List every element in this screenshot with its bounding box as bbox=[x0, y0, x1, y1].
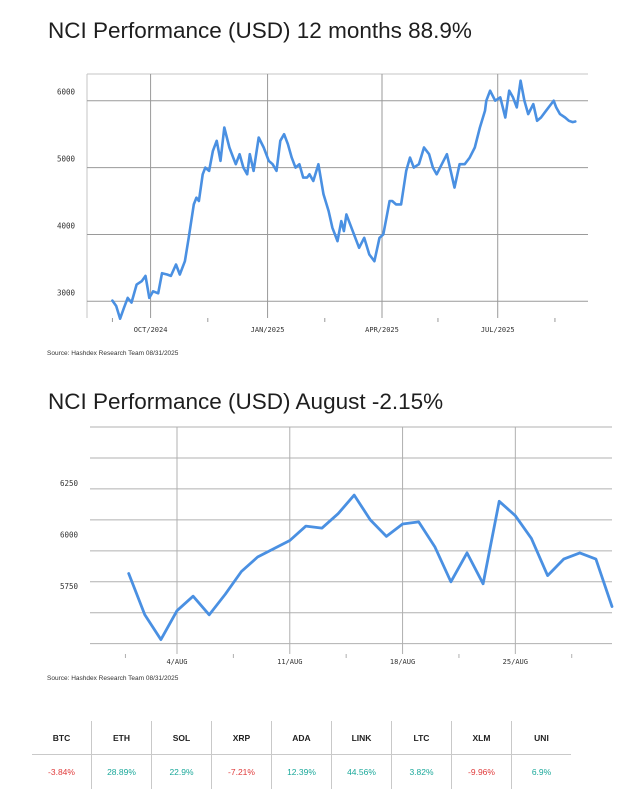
table-cell-uni: 6.9% bbox=[531, 767, 552, 777]
chart2-y-tick-label: 5750 bbox=[60, 582, 79, 591]
chart2-plot: 5750 6000 6250 4/AUG 11/AUG 18/AUG 25/AUG bbox=[60, 426, 614, 666]
chart1-series-line bbox=[111, 79, 577, 321]
table-cell-link: 44.56% bbox=[331, 754, 392, 789]
chart1-y-tick-label: 6000 bbox=[57, 88, 76, 97]
chart2-title: NCI Performance (USD) August -2.15% bbox=[48, 389, 444, 414]
chart1-y-tick-label: 5000 bbox=[57, 155, 76, 164]
chart1-x-tick-label: JAN/2025 bbox=[251, 326, 285, 334]
chart1-y-tick-label: 4000 bbox=[57, 221, 76, 230]
table-cell-sol: 22.9% bbox=[151, 754, 212, 789]
table-cell-ltc: 3.82% bbox=[391, 754, 452, 789]
table-header-sol: SOL bbox=[151, 721, 212, 755]
chart2-x-tick-label: 4/AUG bbox=[166, 658, 187, 666]
chart1-title: NCI Performance (USD) 12 months 88.9% bbox=[48, 18, 472, 43]
chart2-source: Source: Hashdex Research Team 08/31/2025 bbox=[47, 675, 179, 682]
table-cell-xrp: -7.21% bbox=[211, 754, 272, 789]
table-header-btc: BTC bbox=[32, 721, 92, 755]
chart2-x-tick-label: 18/AUG bbox=[390, 658, 415, 666]
chart1-source: Source: Hashdex Research Team 08/31/2025 bbox=[47, 350, 179, 357]
chart1-y-tick-label: 3000 bbox=[57, 288, 76, 297]
table-row: -3.84% 28.89% 22.9% -7.21% 12.39% 44.56% 3.82%… bbox=[32, 754, 571, 789]
table-header-xlm: XLM bbox=[451, 721, 512, 755]
table-cell-eth: 28.89% bbox=[91, 754, 152, 789]
chart2-y-tick-label: 6000 bbox=[60, 531, 79, 540]
table-header-link: LINK bbox=[331, 721, 392, 755]
chart1-x-tick-label: OCT/2024 bbox=[134, 326, 168, 334]
table-header-ada: ADA bbox=[271, 721, 332, 755]
chart1-plot: 3000 4000 5000 6000 OCT/2024 JAN/2025 APR/2025… bbox=[57, 73, 588, 334]
table-header-ltc: LTC bbox=[391, 721, 452, 755]
table-header-xrp: XRP bbox=[211, 721, 272, 755]
chart1-x-tick-label: JUL/2025 bbox=[481, 326, 515, 334]
table-cell-btc: -3.84% bbox=[32, 754, 92, 789]
table-cell-xlm: -9.96% bbox=[451, 754, 512, 789]
table-header-uni: UNI bbox=[511, 721, 571, 755]
table-header-eth: ETH bbox=[91, 721, 152, 755]
table-cell-ada: 12.39% bbox=[271, 754, 332, 789]
chart2-y-tick-label: 6250 bbox=[60, 479, 79, 488]
chart2-x-tick-label: 25/AUG bbox=[503, 658, 528, 666]
chart1-x-tick-label: APR/2025 bbox=[365, 326, 399, 334]
table-header-row: BTC ETH SOL XRP ADA LINK LTC XLM UNI bbox=[32, 721, 571, 755]
asset-performance-table: BTC ETH SOL XRP ADA LINK LTC XLM UNI -3.84% 28.89… bbox=[32, 721, 571, 789]
chart2-series-line bbox=[127, 493, 614, 641]
chart2-x-tick-label: 11/AUG bbox=[277, 658, 302, 666]
